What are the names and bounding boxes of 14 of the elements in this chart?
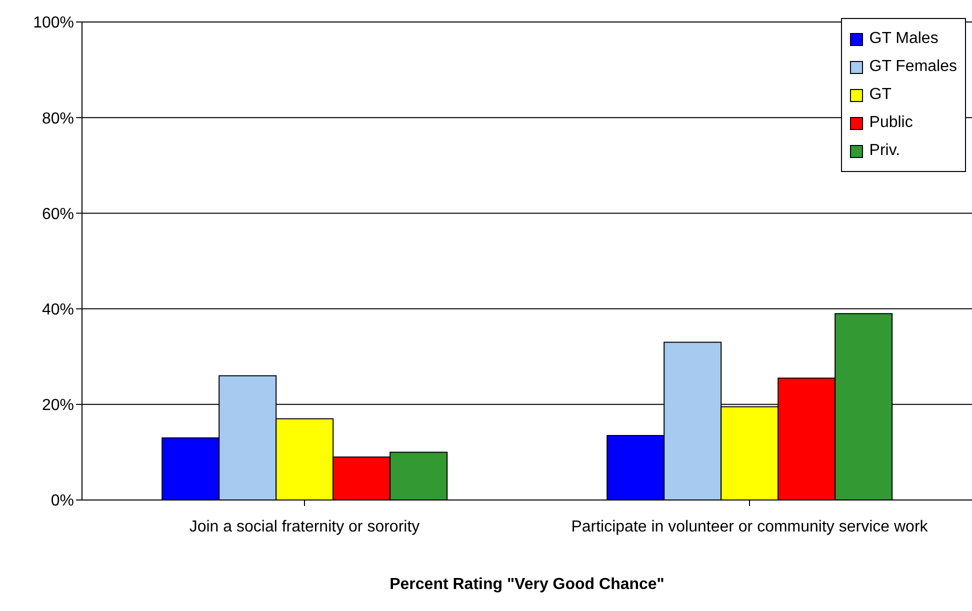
y-tick-label: 100%: [33, 14, 74, 32]
x-axis-title: Percent Rating "Very Good Chance": [388, 576, 666, 594]
x-tick-label: Participate in volunteer or community service work: [571, 518, 929, 536]
legend-label: Public: [868, 113, 914, 133]
legend-label: GT Females: [868, 57, 957, 77]
y-tick-label: 80%: [42, 110, 74, 128]
legend-label: Priv.: [868, 141, 902, 161]
legend-label: GT Males: [868, 29, 940, 49]
legend-label: GT: [868, 85, 892, 105]
y-tick-label: 0%: [50, 492, 74, 510]
y-tick-label: 40%: [42, 301, 74, 318]
y-tick-label: 20%: [42, 397, 74, 414]
x-tick-label: Join a social fraternity or sorority: [189, 518, 420, 536]
y-tick-label: 60%: [42, 206, 74, 223]
